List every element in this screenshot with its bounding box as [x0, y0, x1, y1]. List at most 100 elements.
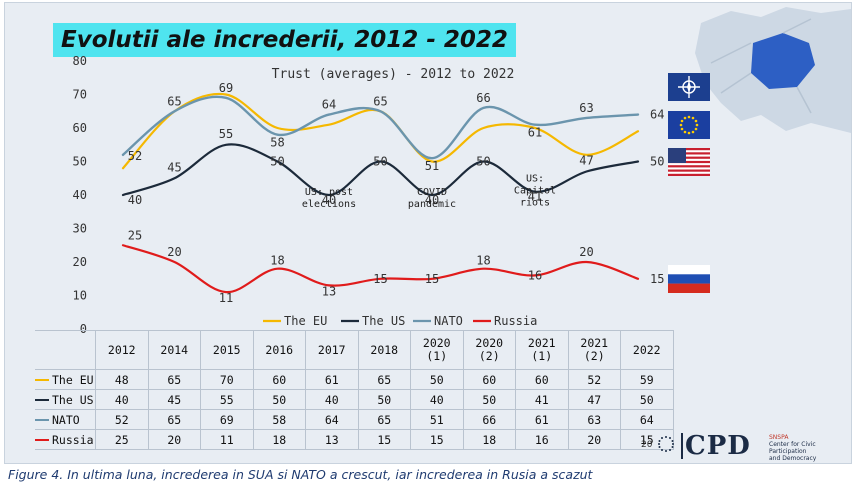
organization-line: SNSPA	[769, 434, 789, 441]
series-line-russia	[121, 244, 640, 294]
table-cell: 70	[200, 369, 254, 390]
data-label: 69	[219, 81, 233, 95]
event-annotation: pandemic	[408, 199, 456, 210]
us-flag-icon	[668, 148, 710, 176]
year-header: 2021 (1)	[515, 330, 569, 370]
table-cell: 15	[357, 429, 411, 450]
y-tick-label: 20	[73, 255, 87, 269]
year-header: 2016	[252, 330, 306, 370]
eu-stars-icon	[658, 436, 674, 452]
data-table: 2012 2014 2015 2016 2017 2018 2020 (1) 20…	[35, 330, 674, 450]
table-cell: 52	[95, 409, 149, 430]
table-cell: 40	[95, 389, 149, 410]
table-row-label: NATO	[35, 409, 96, 430]
event-annotation: US:	[526, 174, 544, 185]
organization-name: SNSPA Center for Civic Participation and…	[769, 434, 851, 462]
table-cell: 52	[567, 369, 621, 390]
legend-label: Russia	[494, 314, 537, 328]
chart-title: Trust (averages) - 2012 to 2022	[272, 67, 515, 82]
data-label: 16	[528, 268, 542, 282]
data-label: 18	[476, 254, 490, 268]
data-label: 55	[219, 127, 233, 141]
table-cell: 50	[410, 369, 464, 390]
data-label: 40	[322, 193, 336, 207]
table-cell: 40	[305, 389, 359, 410]
table-cell: 59	[620, 369, 674, 390]
y-tick-label: 80	[73, 54, 87, 68]
figure-caption: Figure 4. In ultima luna, increderea in …	[8, 467, 593, 482]
table-cell: 58	[252, 409, 306, 430]
year-header: 2018	[357, 330, 411, 370]
table-cell: 11	[200, 429, 254, 450]
series-name: NATO	[52, 412, 80, 427]
event-annotation: riots	[520, 198, 550, 209]
table-cell: 18	[462, 429, 516, 450]
table-cell: 63	[567, 409, 621, 430]
cpd-logo: CPD	[685, 431, 751, 461]
year-header: 2015	[200, 330, 254, 370]
legend-key	[35, 439, 49, 441]
data-label: 50	[476, 155, 490, 169]
table-cell: 20	[147, 429, 201, 450]
table-cell: 65	[357, 409, 411, 430]
y-tick-label: 70	[73, 88, 87, 102]
data-label: 64	[650, 108, 664, 122]
table-cell: 66	[462, 409, 516, 430]
series-name: The US	[52, 392, 94, 407]
event-annotation: US: post	[305, 187, 353, 198]
table-cell: 65	[147, 409, 201, 430]
legend-key	[35, 399, 49, 401]
table-row: NATO 52 65 69 58 64 65 51 66 61 63 64	[35, 409, 674, 430]
table-cell: 47	[567, 389, 621, 410]
event-annotation: elections	[302, 199, 356, 210]
legend-key	[35, 379, 49, 381]
year-header: 2017	[305, 330, 359, 370]
data-label: 41	[528, 190, 542, 204]
page-number: 20	[641, 440, 653, 450]
table-cell: 48	[95, 369, 149, 390]
year-header: 2014	[147, 330, 201, 370]
table-row-label: Russia	[35, 429, 96, 450]
logo-divider	[681, 433, 683, 459]
table-cell: 25	[95, 429, 149, 450]
data-label: 11	[219, 291, 233, 305]
table-row-label: The EU	[35, 369, 96, 390]
organization-line: Center for Civic Participation	[769, 441, 816, 455]
event-annotation: COVID	[417, 187, 447, 198]
year-header: 2012	[95, 330, 149, 370]
y-tick-label: 10	[73, 289, 87, 303]
data-label: 64	[322, 98, 336, 112]
table-corner-cell	[35, 330, 96, 370]
table-cell: 60	[252, 369, 306, 390]
table-cell: 61	[515, 409, 569, 430]
data-label: 66	[476, 91, 490, 105]
organization-line: and Democracy	[769, 455, 817, 462]
series-name: The EU	[52, 372, 94, 387]
table-row: The US 40 45 55 50 40 50 40 50 41 47 50	[35, 389, 674, 410]
table-cell: 65	[357, 369, 411, 390]
data-label: 58	[270, 136, 284, 150]
year-header: 2022	[620, 330, 674, 370]
table-row: Russia 25 20 11 18 13 15 15 18 16 20 15	[35, 429, 674, 450]
data-label: 20	[579, 245, 593, 259]
data-label: 40	[128, 193, 142, 207]
legend-label: The EU	[284, 314, 327, 328]
data-label: 18	[270, 254, 284, 268]
table-row: The EU 48 65 70 60 61 65 50 60 60 52 59	[35, 369, 674, 390]
russia-flag-icon	[668, 265, 710, 293]
table-cell: 41	[515, 389, 569, 410]
event-annotation: Capitol	[514, 186, 556, 197]
slide: Evolutii ale increderii, 2012 - 2022 Tru…	[4, 2, 852, 464]
table-cell: 55	[200, 389, 254, 410]
data-label: 45	[167, 160, 181, 174]
table-header-row: 2012 2014 2015 2016 2017 2018 2020 (1) 20…	[35, 330, 674, 370]
series-name: Russia	[52, 432, 94, 447]
year-header: 2020 (1)	[410, 330, 464, 370]
data-label: 65	[373, 94, 387, 108]
table-cell: 50	[462, 389, 516, 410]
table-cell: 50	[252, 389, 306, 410]
data-label: 20	[167, 245, 181, 259]
y-tick-label: 0	[80, 322, 87, 333]
y-tick-label: 50	[73, 155, 87, 169]
y-tick-label: 30	[73, 222, 87, 236]
